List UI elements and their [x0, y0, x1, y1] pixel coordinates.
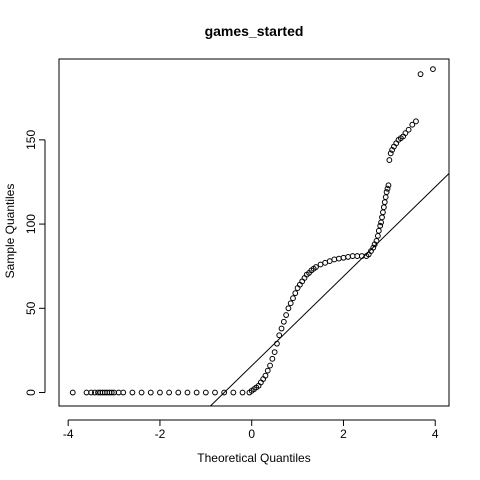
data-point	[409, 121, 416, 128]
data-point	[264, 367, 271, 374]
data-point	[373, 238, 380, 244]
data-point	[193, 389, 200, 396]
data-point	[326, 258, 333, 265]
x-tick-label: -4	[63, 427, 74, 441]
data-point	[386, 157, 393, 163]
data-point	[413, 118, 419, 125]
data-point	[405, 126, 412, 133]
data-point	[274, 340, 280, 347]
chart-title: games_started	[205, 23, 304, 39]
data-point	[313, 264, 319, 270]
data-point	[262, 372, 269, 379]
data-point	[358, 253, 365, 259]
data-point	[370, 244, 377, 251]
data-point	[402, 130, 409, 137]
data-point	[83, 389, 90, 396]
data-point	[387, 150, 394, 157]
data-point	[322, 259, 329, 266]
data-point	[382, 194, 389, 201]
data-point	[417, 71, 424, 78]
y-tick-label: 50	[24, 301, 38, 315]
data-points	[69, 66, 436, 396]
data-point	[120, 389, 127, 396]
data-point	[271, 349, 278, 355]
data-point	[69, 389, 76, 396]
x-tick-label: -2	[155, 427, 166, 441]
data-point	[108, 389, 115, 396]
data-point	[340, 254, 347, 261]
x-tick-label: 4	[432, 427, 439, 441]
data-point	[385, 182, 392, 189]
data-point	[345, 254, 351, 260]
data-point	[292, 290, 299, 297]
data-point	[115, 389, 122, 396]
reference-line	[210, 173, 450, 407]
data-point	[276, 332, 283, 339]
data-point	[129, 389, 136, 396]
x-tick-label: 2	[340, 427, 347, 441]
data-point	[384, 185, 391, 192]
data-point	[383, 189, 390, 195]
y-axis-label: Sample Quantiles	[3, 184, 17, 279]
x-axis-label: Theoretical Quantiles	[197, 451, 310, 465]
data-point	[287, 300, 294, 307]
y-tick-label: 0	[24, 389, 38, 396]
data-point	[138, 389, 145, 396]
data-point	[331, 256, 338, 263]
y-tick-label: 150	[24, 130, 38, 150]
data-point	[184, 389, 191, 396]
plot-frame	[58, 58, 450, 407]
data-point	[239, 389, 246, 396]
data-point	[88, 389, 95, 396]
data-point	[202, 389, 209, 396]
data-point	[430, 66, 436, 73]
data-point	[379, 214, 385, 221]
data-point	[278, 325, 285, 332]
y-tick-label: 100	[24, 214, 38, 234]
data-point	[175, 389, 182, 396]
data-point	[283, 312, 290, 318]
data-point	[381, 199, 388, 206]
x-tick-label: 0	[248, 427, 255, 441]
data-point	[280, 318, 287, 325]
data-point	[157, 389, 163, 396]
data-point	[290, 295, 296, 302]
y-axis: 0 50 100 150	[24, 130, 46, 396]
data-point	[380, 209, 386, 216]
data-point	[354, 253, 361, 259]
data-point	[269, 355, 276, 362]
data-point	[91, 389, 98, 396]
data-point	[377, 222, 384, 229]
data-point	[147, 389, 154, 396]
data-point	[317, 261, 324, 268]
data-point	[335, 255, 342, 262]
data-point	[267, 362, 273, 369]
data-point	[212, 389, 218, 396]
data-point	[230, 389, 237, 396]
data-point	[375, 227, 382, 234]
data-point	[166, 389, 173, 396]
x-axis: -4 -2 0 2 4	[63, 419, 439, 441]
data-point	[221, 389, 228, 396]
data-point	[349, 253, 356, 259]
data-point	[380, 204, 387, 211]
data-point	[374, 232, 381, 239]
data-point	[285, 305, 292, 312]
